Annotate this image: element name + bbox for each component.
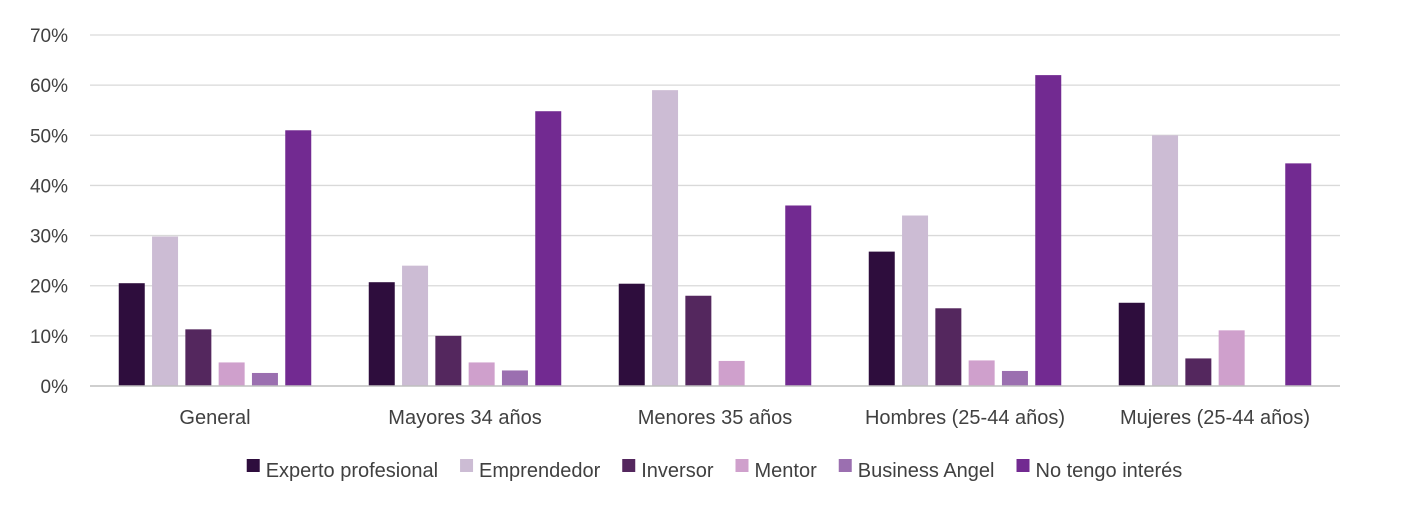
legend-label: Business Angel bbox=[858, 460, 995, 482]
bar bbox=[402, 265, 429, 386]
legend: Experto profesional Emprendedor Inversor Me… bbox=[246, 459, 1183, 482]
bar bbox=[1001, 370, 1028, 386]
legend-swatch bbox=[622, 459, 636, 472]
x-category-label: General bbox=[179, 407, 250, 429]
bar bbox=[968, 360, 995, 386]
y-tick-label: 40% bbox=[30, 176, 68, 197]
bars bbox=[118, 75, 1312, 387]
bar bbox=[785, 205, 812, 386]
legend-label: Inversor bbox=[641, 460, 714, 482]
y-tick-label: 20% bbox=[30, 277, 68, 298]
bar bbox=[868, 251, 895, 386]
legend-item: Inversor bbox=[622, 459, 714, 482]
bar bbox=[501, 370, 528, 386]
bar bbox=[535, 111, 562, 387]
y-tick-label: 30% bbox=[30, 227, 68, 248]
x-category-label: Mujeres (25-44 años) bbox=[1120, 407, 1310, 429]
legend-swatch bbox=[246, 459, 260, 472]
bar bbox=[468, 362, 495, 386]
y-tick-label: 10% bbox=[30, 327, 68, 348]
y-tick-label: 50% bbox=[30, 126, 68, 147]
x-category-label: Menores 35 años bbox=[638, 407, 793, 429]
bar bbox=[718, 360, 745, 386]
legend-item: Mentor bbox=[735, 459, 817, 482]
legend-item: Emprendedor bbox=[460, 459, 601, 482]
legend-label: No tengo interés bbox=[1036, 460, 1183, 482]
y-tick-label: 60% bbox=[30, 76, 68, 97]
bar bbox=[652, 90, 679, 387]
y-tick-label: 70% bbox=[30, 26, 68, 47]
bar bbox=[935, 308, 962, 386]
bar bbox=[368, 282, 395, 386]
bar bbox=[218, 362, 245, 386]
x-category-label: Mayores 34 años bbox=[388, 407, 541, 429]
legend-swatch bbox=[735, 459, 749, 472]
bar bbox=[1218, 330, 1245, 386]
bar bbox=[618, 283, 645, 386]
y-axis-ticks: 0% 10% 20% 30% 40% 50% 60% 70% bbox=[30, 26, 68, 398]
legend-label: Emprendedor bbox=[479, 460, 601, 482]
bar bbox=[1035, 75, 1062, 386]
legend-item: No tengo interés bbox=[1016, 459, 1183, 482]
bar bbox=[1118, 302, 1145, 386]
x-category-label: Hombres (25-44 años) bbox=[865, 407, 1065, 429]
y-tick-label: 0% bbox=[41, 377, 69, 398]
bar bbox=[435, 335, 462, 386]
legend-swatch bbox=[838, 459, 852, 472]
bar bbox=[902, 215, 929, 386]
legend-item: Business Angel bbox=[838, 459, 995, 482]
bar bbox=[1285, 163, 1312, 386]
bar bbox=[685, 295, 712, 386]
bar bbox=[118, 283, 145, 386]
legend-item: Experto profesional bbox=[246, 459, 438, 482]
bar bbox=[185, 329, 212, 386]
bar bbox=[285, 130, 312, 386]
legend-swatch bbox=[460, 459, 474, 472]
legend-label: Experto profesional bbox=[266, 460, 438, 482]
bar bbox=[1152, 135, 1179, 386]
bar bbox=[1185, 358, 1212, 386]
x-axis-categories: General Mayores 34 años Menores 35 años Hom… bbox=[179, 407, 1310, 429]
bar bbox=[251, 372, 278, 386]
bar bbox=[152, 236, 179, 386]
legend-label: Mentor bbox=[754, 460, 817, 482]
legend-swatch bbox=[1016, 459, 1030, 472]
